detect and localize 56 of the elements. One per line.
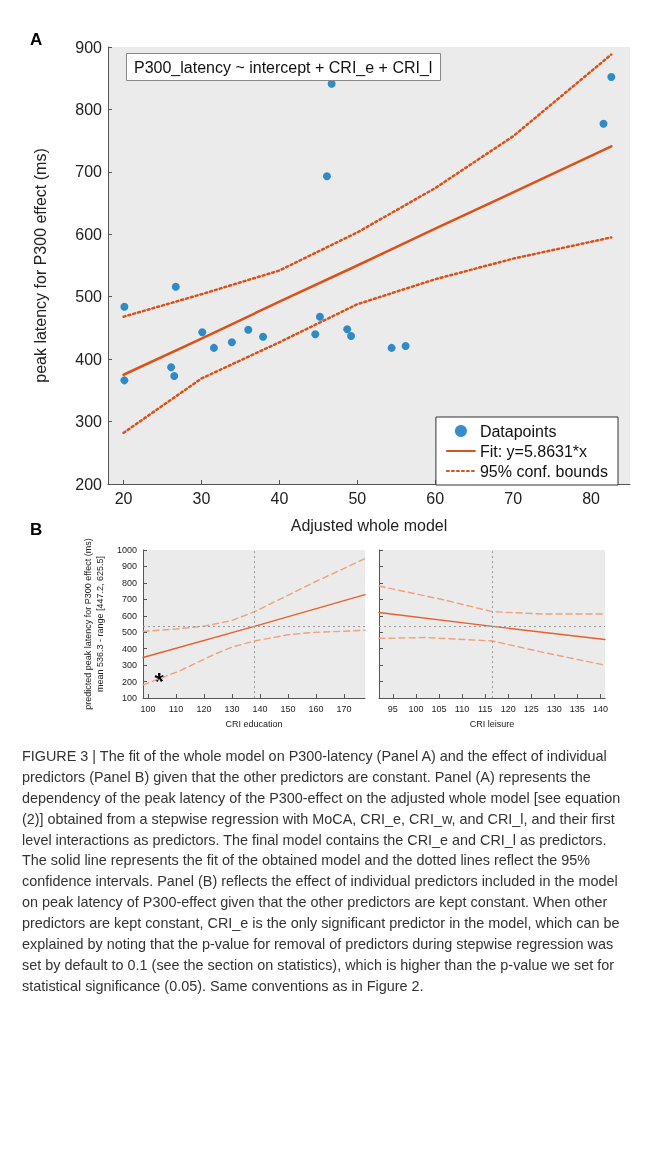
text: B xyxy=(30,520,43,540)
y-tick-label: 1000 xyxy=(116,545,137,555)
x-tick-label: 105 xyxy=(431,703,447,714)
text: A xyxy=(30,30,43,50)
y-axis-title: predicted peak latency for P300 effect (ms) mean 536.3 - range [447.2, 625.5] xyxy=(83,538,106,710)
x-tick-label: 30 xyxy=(192,489,211,507)
x-axis-title: CRI education xyxy=(225,719,283,729)
x-tick-label: 120 xyxy=(500,703,516,714)
x-tick-label: 150 xyxy=(280,703,296,714)
x-tick-label: 50 xyxy=(348,489,367,507)
y-tick-label: 600 xyxy=(75,225,103,243)
y-tick-label: 800 xyxy=(121,577,137,588)
x-tick-label: 140 xyxy=(252,703,268,714)
x-tick-label: 160 xyxy=(308,703,324,714)
y-tick-label: 400 xyxy=(121,643,137,654)
y-tick-label: 700 xyxy=(75,163,103,181)
x-tick-label: 20 xyxy=(114,489,133,507)
y-tick-label: 200 xyxy=(75,475,103,493)
x-tick-label: 100 xyxy=(408,703,424,714)
y-tick-label: 400 xyxy=(75,350,103,368)
x-tick-label: 135 xyxy=(569,703,585,714)
y-tick-label: 200 xyxy=(121,676,137,687)
x-tick-label: 95 xyxy=(387,703,398,714)
x-tick-label: 130 xyxy=(224,703,240,714)
x-tick-label: 125 xyxy=(523,703,539,714)
annotation: * xyxy=(154,668,165,696)
y-tick-label: 500 xyxy=(121,627,137,638)
x-axis-title: CRI leisure xyxy=(469,719,515,729)
x-tick-label: 140 xyxy=(592,703,608,714)
legend-label: Datapoints xyxy=(479,422,557,440)
x-tick-label: 120 xyxy=(196,703,212,714)
x-tick-label: 80 xyxy=(582,489,601,507)
legend-label: Fit: y=5.8631*x xyxy=(479,442,588,460)
y-tick-label: 100 xyxy=(121,693,137,704)
y-tick-label: 300 xyxy=(75,413,103,431)
x-tick-label: 60 xyxy=(426,489,445,507)
y-tick-label: 500 xyxy=(75,288,103,306)
x-tick-label: 40 xyxy=(270,489,289,507)
y-tick-label: 900 xyxy=(121,561,137,572)
x-tick-label: 130 xyxy=(546,703,562,714)
x-tick-label: 70 xyxy=(504,489,523,507)
x-tick-label: 110 xyxy=(168,703,184,714)
legend-label: 95% conf. bounds xyxy=(479,462,608,480)
y-tick-label: 300 xyxy=(121,660,137,671)
x-tick-label: 170 xyxy=(336,703,352,714)
y-axis-title: peak latency for P300 effect (ms) xyxy=(32,148,49,383)
x-tick-label: 110 xyxy=(454,703,470,714)
x-tick-label: 100 xyxy=(140,703,156,714)
text: P300_latency ~ intercept + CRI_e + CRI_l xyxy=(134,58,433,77)
y-tick-label: 600 xyxy=(121,610,137,621)
x-tick-label: 115 xyxy=(477,703,493,714)
y-tick-label: 900 xyxy=(75,38,103,56)
y-tick-label: 700 xyxy=(121,594,137,605)
x-axis-title: Adjusted whole model xyxy=(290,517,448,534)
text: FIGURE 3 | The fit of the whole model on P300-latency (Panel A) and the effect of individual predictors (Panel B) given that the other predictors are constant. Panel (A) represents the dependency of the peak latency of the P300-effect on the adjusted whole model [see equation (2)] obtained from a stepwise regression with MoCA, CRI_e, CRI_w, and CRI_l, and their first level interactions as predictors. The final model contains the CRI_e and CRI_l as predictors. The solid line represents the fit of the obtained model and the dotted lines reflect the 95% confidence intervals. Panel (B) reflects the effect of individual predictors included in the model on peak latency of P300-effect given that the other predictors are kept constant. When other predictors are kept constant, CRI_e is the only significant predictor in the model, which can be explained by noting that the p-value for removal of predictors during stepwise regression was set by default to 0.1 (see the section on statistics), which is higher than the p-value we set for statistical significance (0.05). Same conventions as in Figure 2. xyxy=(22,748,621,994)
y-tick-label: 800 xyxy=(75,100,103,118)
